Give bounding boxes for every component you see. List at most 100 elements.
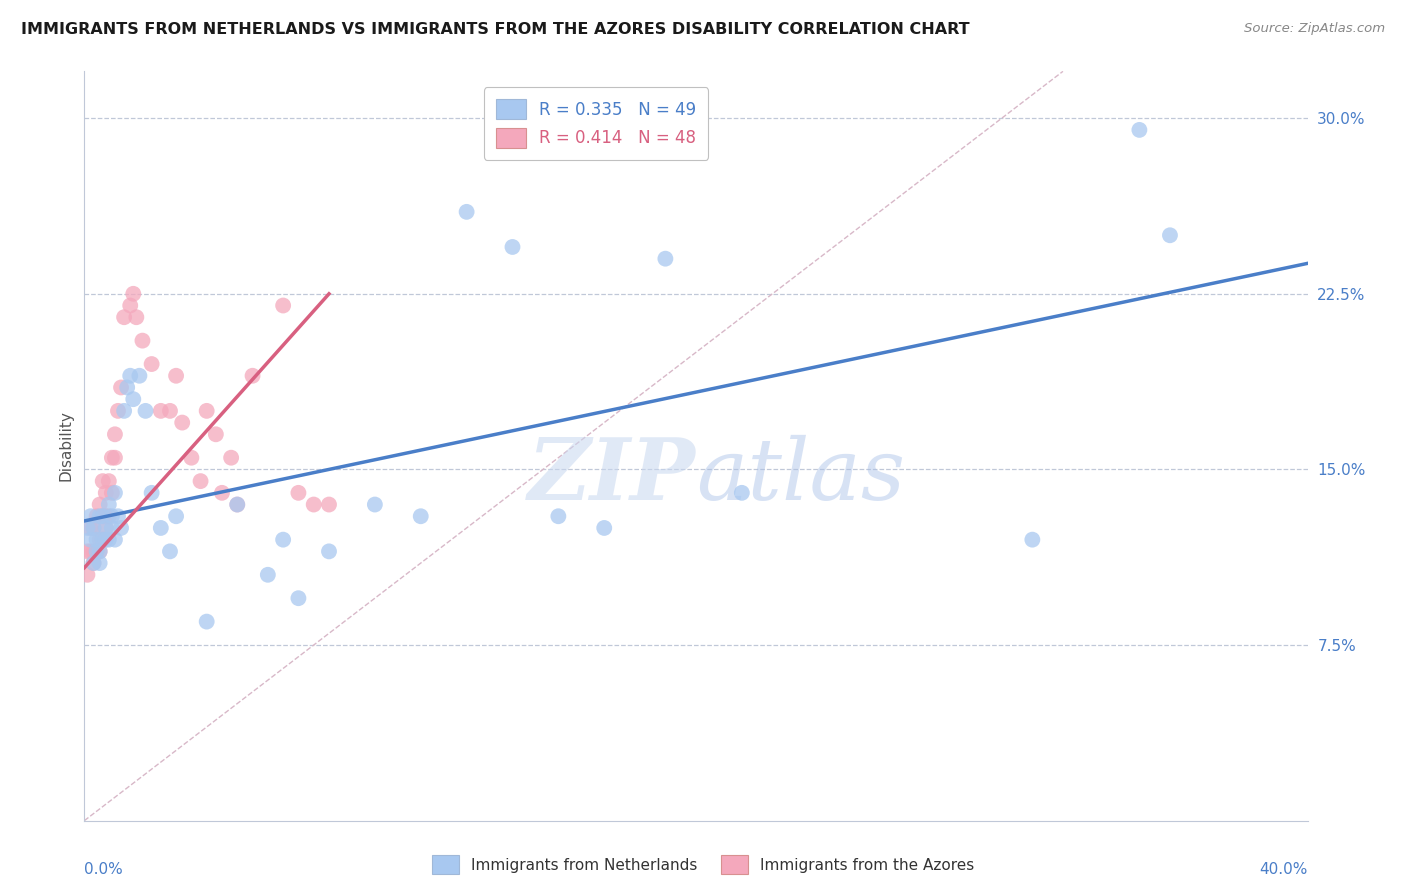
Point [172,416,194,430]
Point [149,521,172,535]
Point [1128,123,1150,137]
Point [79,544,101,558]
Point [89,533,111,547]
Point [89,498,111,512]
Text: ZIP: ZIP [529,434,696,517]
Point [120,298,142,313]
Point [94,485,117,500]
Point [86,544,108,558]
Point [122,392,145,407]
Point [97,474,120,488]
Point [165,368,187,383]
Point [94,521,117,535]
Point [165,509,187,524]
Point [86,533,108,547]
Point [226,498,249,512]
Point [76,521,98,535]
Point [271,533,294,547]
Point [79,509,101,524]
Point [83,521,105,535]
Text: 40.0%: 40.0% [1260,862,1308,877]
Point [94,521,117,535]
Point [94,509,117,524]
Point [205,427,228,442]
Point [257,567,280,582]
Point [104,485,127,500]
Point [141,357,163,371]
Point [654,252,676,266]
Point [110,380,132,394]
Point [97,498,120,512]
Point [122,286,145,301]
Point [94,533,117,547]
Point [83,521,105,535]
Point [91,474,114,488]
Point [101,521,124,535]
Point [112,310,135,325]
Point [502,240,524,254]
Y-axis label: Disability: Disability [58,410,73,482]
Point [112,404,135,418]
Point [120,368,142,383]
Point [271,298,294,313]
Legend: Immigrants from Netherlands, Immigrants from the Azores: Immigrants from Netherlands, Immigrants … [426,849,980,880]
Point [91,509,114,524]
Point [128,368,150,383]
Text: 0.0%: 0.0% [84,862,124,877]
Point [547,509,569,524]
Point [107,509,129,524]
Point [79,533,101,547]
Point [89,544,111,558]
Point [115,380,138,394]
Point [101,485,124,500]
Point [101,450,124,465]
Point [91,509,114,524]
Point [104,450,127,465]
Point [287,591,309,606]
Point [135,404,157,418]
Point [110,521,132,535]
Point [1159,228,1181,243]
Point [195,404,218,418]
Point [89,544,111,558]
Point [593,521,616,535]
Point [91,533,114,547]
Point [89,509,111,524]
Point [226,498,249,512]
Point [76,544,98,558]
Point [364,498,387,512]
Point [107,404,129,418]
Point [302,498,325,512]
Text: IMMIGRANTS FROM NETHERLANDS VS IMMIGRANTS FROM THE AZORES DISABILITY CORRELATION: IMMIGRANTS FROM NETHERLANDS VS IMMIGRANT… [21,22,970,37]
Point [76,567,98,582]
Point [409,509,432,524]
Point [91,533,114,547]
Point [131,334,153,348]
Point [79,521,101,535]
Point [242,368,264,383]
Point [97,533,120,547]
Point [1021,533,1043,547]
Point [159,404,181,418]
Point [86,544,108,558]
Point [104,427,127,442]
Point [219,450,242,465]
Point [104,533,127,547]
Point [141,485,163,500]
Point [318,498,340,512]
Point [86,509,108,524]
Point [287,485,309,500]
Point [318,544,340,558]
Point [97,509,120,524]
Point [101,509,124,524]
Point [731,485,754,500]
Text: atlas: atlas [696,434,905,517]
Point [89,556,111,570]
Point [211,485,233,500]
Point [159,544,181,558]
Point [125,310,148,325]
Point [83,556,105,570]
Legend: R = 0.335   N = 49, R = 0.414   N = 48: R = 0.335 N = 49, R = 0.414 N = 48 [484,87,707,160]
Point [83,544,105,558]
Point [180,450,202,465]
